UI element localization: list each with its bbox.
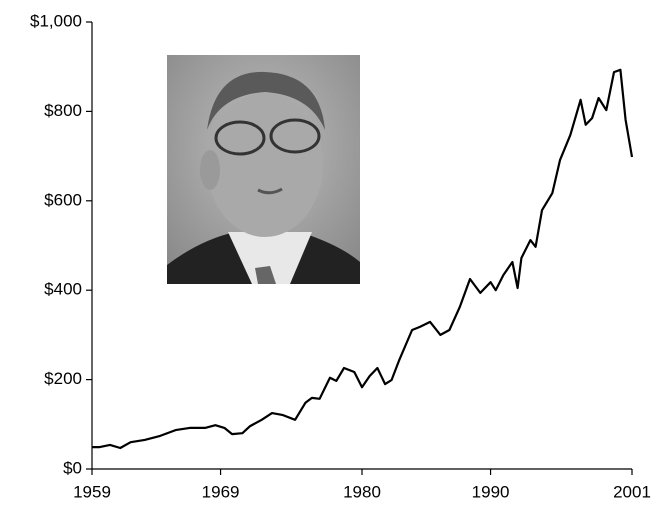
x-tick-label: 1980	[343, 482, 381, 501]
chart: $0 $200 $400 $600 $800 $1,000 1959 1969 1980 1990…	[0, 0, 653, 506]
y-tick-label: $400	[44, 280, 82, 299]
x-tick-label: 1990	[472, 482, 510, 501]
y-tick-label: $200	[44, 369, 82, 388]
y-tick-label: $0	[63, 458, 82, 477]
x-tick-label: 2001	[613, 482, 651, 501]
x-tick-label: 1959	[73, 482, 111, 501]
y-tick-label: $800	[44, 101, 82, 120]
page: {"chart_data": {"type": "line", "x": [19…	[0, 0, 653, 506]
x-tick-label: 1969	[202, 482, 240, 501]
y-tick-label: $1,000	[30, 11, 82, 30]
y-tick-label: $600	[44, 190, 82, 209]
portrait-photo	[167, 55, 360, 284]
